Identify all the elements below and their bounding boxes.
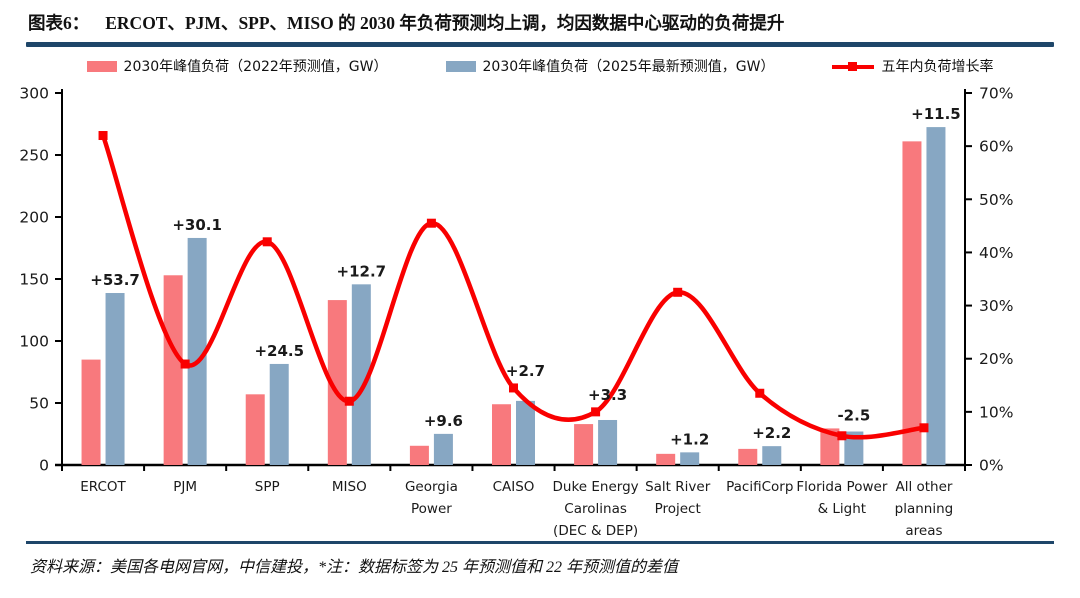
- bar-forecast-2025: [598, 419, 618, 465]
- x-category-label: CAISO: [493, 479, 535, 495]
- left-axis-tick-label: 0: [39, 457, 49, 475]
- legend-item-growth-line: 五年内负荷增长率: [832, 56, 993, 76]
- pink-swatch-icon: [86, 60, 117, 72]
- growth-line-marker: [919, 423, 929, 433]
- x-category-label: planning: [895, 501, 954, 517]
- right-axis-tick-label: 70%: [979, 85, 1013, 103]
- bar-forecast-2025: [516, 400, 535, 465]
- growth-line-marker: [755, 388, 765, 398]
- bar-forecast-2022: [656, 453, 676, 465]
- red-line-marker-icon: [832, 60, 875, 72]
- bar-diff-label: +53.7: [90, 271, 140, 289]
- bar-forecast-2022: [820, 428, 840, 465]
- x-category-label: Carolinas: [564, 501, 627, 517]
- x-category-label: Power: [411, 501, 452, 517]
- bar-forecast-2022: [738, 448, 758, 465]
- bar-diff-label: +12.7: [337, 262, 387, 280]
- bar-forecast-2025: [187, 237, 207, 465]
- left-axis-tick-label: 200: [19, 209, 49, 227]
- x-category-label: Salt River: [645, 479, 711, 495]
- source-note: 资料来源：美国各电网官网，中信建投，*注：数据标签为 25 年预测值和 22 年…: [30, 559, 679, 576]
- legend-item-2022-bars: 2030年峰值负荷（2022年预测值，GW）: [86, 56, 388, 76]
- x-category-label: Duke Energy: [553, 479, 639, 495]
- bar-diff-label: +30.1: [172, 216, 222, 234]
- legend-label-growth: 五年内负荷增长率: [881, 59, 994, 75]
- growth-line-marker: [673, 287, 683, 297]
- growth-line-marker: [98, 131, 108, 141]
- right-axis-tick-label: 0%: [979, 457, 1004, 475]
- growth-line-marker: [344, 396, 354, 406]
- growth-line-marker: [426, 218, 436, 228]
- blue-swatch-icon: [445, 60, 476, 72]
- growth-line-marker: [509, 383, 518, 393]
- left-axis-tick-label: 300: [19, 85, 49, 103]
- figure-title-text: ERCOT、PJM、SPP、MISO 的 2030 年负荷预测均上调，均因数据中…: [105, 13, 785, 33]
- bar-forecast-2025: [433, 433, 453, 465]
- right-axis-tick-label: 50%: [979, 191, 1013, 209]
- bar-forecast-2025: [269, 363, 289, 465]
- bar-forecast-2022: [327, 300, 347, 465]
- bar-diff-label: +1.2: [670, 430, 709, 448]
- x-category-label: & Light: [818, 501, 867, 517]
- x-category-label: SPP: [255, 479, 280, 495]
- title-divider: [26, 42, 1054, 47]
- x-category-label: All other: [895, 479, 952, 495]
- bar-line-chart: 0 50 100 150 200 250 300 0% 10% 20% 30% 40% 50% 60% 70…: [19, 85, 1013, 540]
- bar-diff-label: +11.5: [911, 105, 961, 123]
- growth-line-marker: [837, 431, 847, 441]
- left-axis-tick-label: 150: [19, 271, 49, 289]
- x-category-label: areas: [905, 523, 942, 539]
- bar-forecast-2022: [163, 275, 183, 465]
- legend-label-2025: 2030年峰值负荷（2025年最新预测值，GW）: [482, 59, 775, 75]
- legend-label-2022: 2030年峰值负荷（2022年预测值，GW）: [123, 59, 388, 75]
- x-category-label: PJM: [173, 479, 197, 495]
- bar-forecast-2022: [492, 404, 511, 465]
- bar-diff-label: -2.5: [837, 406, 870, 424]
- right-axis-tick-label: 10%: [979, 403, 1013, 421]
- growth-line-marker: [262, 237, 272, 247]
- figure-title: 图表6： ERCOT、PJM、SPP、MISO 的 2030 年负荷预测均上调，均…: [0, 0, 1080, 35]
- chart-legend: 2030年峰值负荷（2022年预测值，GW） 2030年峰值负荷（2025年最新…: [0, 55, 1080, 77]
- right-axis-tick-label: 40%: [979, 244, 1013, 262]
- bar-forecast-2025: [844, 431, 864, 465]
- bar-diff-label: +3.3: [588, 386, 627, 404]
- x-category-label: MISO: [332, 479, 367, 495]
- bar-forecast-2025: [680, 452, 700, 465]
- bar-diff-label: +2.7: [506, 362, 545, 380]
- growth-line-marker: [591, 407, 601, 417]
- left-axis-tick-label: 250: [19, 147, 49, 165]
- x-category-label: ERCOT: [80, 479, 126, 495]
- right-axis-tick-label: 30%: [979, 297, 1013, 315]
- x-category-label: PacifiCorp: [726, 479, 793, 495]
- bar-forecast-2025: [351, 284, 371, 465]
- figure-number: 图表6：: [28, 13, 90, 33]
- bar-forecast-2022: [245, 394, 265, 465]
- x-category-label: (DEC & DEP): [553, 523, 638, 539]
- right-axis-tick-label: 20%: [979, 350, 1013, 368]
- bar-forecast-2022: [409, 445, 429, 465]
- x-category-label: Project: [655, 501, 701, 517]
- x-category-label: Florida Power: [796, 479, 887, 495]
- right-axis-tick-label: 60%: [979, 138, 1013, 156]
- legend-item-2025-bars: 2030年峰值负荷（2025年最新预测值，GW）: [445, 56, 775, 76]
- bar-diff-label: +9.6: [424, 412, 463, 430]
- bar-forecast-2022: [574, 424, 594, 465]
- bar-forecast-2025: [926, 127, 946, 465]
- footer-divider: [26, 541, 1054, 544]
- bar-forecast-2022: [902, 141, 922, 466]
- bar-diff-label: +2.2: [752, 424, 791, 442]
- bar-forecast-2025: [762, 446, 782, 465]
- bar-forecast-2025: [105, 293, 125, 465]
- left-axis-tick-label: 50: [29, 395, 49, 413]
- left-axis-tick-label: 100: [19, 333, 49, 351]
- bar-forecast-2022: [81, 359, 101, 465]
- x-category-label: Georgia: [405, 479, 458, 495]
- growth-line-marker: [180, 359, 190, 369]
- bar-diff-label: +24.5: [254, 342, 304, 360]
